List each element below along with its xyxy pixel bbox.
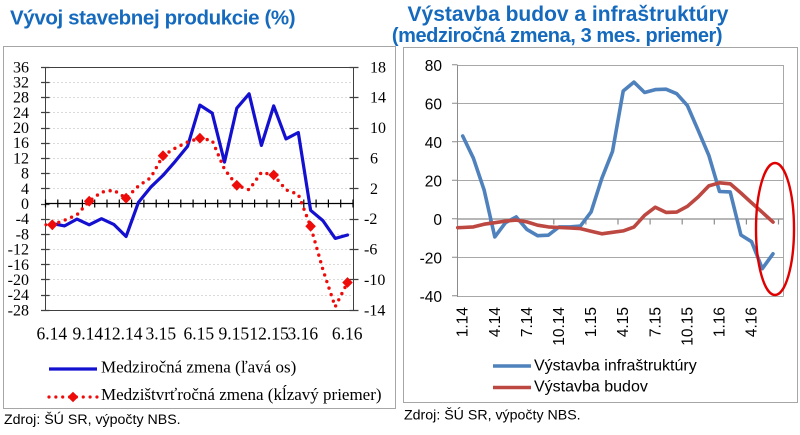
svg-text:1.15: 1.15 (583, 307, 600, 337)
svg-text:-24: -24 (8, 287, 29, 304)
svg-text:-14: -14 (364, 302, 385, 319)
svg-text:-20: -20 (420, 250, 443, 267)
svg-text:8: 8 (21, 166, 29, 183)
svg-text:-16: -16 (8, 257, 29, 274)
svg-text:1.16: 1.16 (712, 307, 729, 337)
svg-text:10.14: 10.14 (551, 307, 568, 346)
svg-text:Vývoj stavebnej produkcie (%): Vývoj stavebnej produkcie (%) (10, 6, 295, 29)
svg-text:-28: -28 (8, 302, 29, 319)
svg-text:60: 60 (425, 96, 443, 113)
svg-text:Medziročná zmena (ľavá os): Medziročná zmena (ľavá os) (101, 357, 296, 376)
svg-text:12: 12 (13, 150, 29, 167)
svg-text:16: 16 (13, 135, 29, 152)
svg-text:24: 24 (13, 105, 29, 122)
svg-text:-40: -40 (420, 289, 443, 306)
svg-text:10: 10 (370, 120, 386, 137)
svg-text:0: 0 (21, 196, 29, 213)
svg-text:-2: -2 (364, 211, 377, 228)
svg-text:14: 14 (370, 90, 386, 107)
svg-text:Zdroj: ŠÚ SR, výpočty NBS.: Zdroj: ŠÚ SR, výpočty NBS. (404, 407, 581, 424)
svg-text:-4: -4 (16, 211, 29, 228)
svg-text:80: 80 (425, 58, 443, 75)
svg-text:3.16: 3.16 (287, 324, 318, 344)
svg-text:36: 36 (13, 59, 29, 76)
svg-text:6.16: 6.16 (332, 324, 363, 344)
svg-text:-8: -8 (16, 226, 29, 243)
svg-text:Medzištvrťročná zmena (kĺzavý: Medzištvrťročná zmena (kĺzavý priemer) (101, 385, 382, 404)
svg-text:Výstavba budov a infraštruktúr: Výstavba budov a infraštruktúry (408, 3, 729, 26)
svg-text:12.15: 12.15 (249, 324, 289, 344)
svg-text:18: 18 (370, 59, 386, 76)
svg-text:-12: -12 (8, 242, 29, 259)
svg-text:1.14: 1.14 (455, 307, 472, 338)
svg-text:-20: -20 (8, 272, 29, 289)
svg-text:7.14: 7.14 (519, 307, 536, 338)
svg-text:7.15: 7.15 (647, 307, 664, 337)
svg-text:10.15: 10.15 (679, 307, 696, 346)
svg-text:32: 32 (13, 75, 29, 92)
svg-text:4.15: 4.15 (615, 307, 632, 337)
svg-text:6.14: 6.14 (36, 324, 67, 344)
svg-text:6.15: 6.15 (183, 324, 214, 344)
svg-text:-6: -6 (364, 242, 377, 259)
svg-text:20: 20 (425, 173, 443, 190)
svg-text:Zdroj: ŠÚ SR, výpočty NBS.: Zdroj: ŠÚ SR, výpočty NBS. (4, 411, 181, 428)
svg-text:12.14: 12.14 (103, 324, 143, 344)
svg-text:9.15: 9.15 (218, 324, 249, 344)
svg-text:Výstavba infraštruktúry: Výstavba infraštruktúry (534, 357, 697, 374)
svg-text:6: 6 (370, 150, 378, 167)
svg-text:4.14: 4.14 (487, 307, 504, 338)
svg-text:2: 2 (370, 181, 378, 198)
svg-text:4: 4 (21, 181, 29, 198)
svg-text:Výstavba budov: Výstavba budov (534, 378, 648, 395)
svg-text:4.16: 4.16 (744, 307, 761, 337)
svg-text:-10: -10 (364, 272, 385, 289)
svg-text:0: 0 (433, 212, 442, 229)
svg-text:40: 40 (425, 135, 443, 152)
svg-text:3.15: 3.15 (145, 324, 176, 344)
svg-text:9.14: 9.14 (72, 324, 103, 344)
svg-text:(medziročná zmena, 3 mes. prie: (medziročná zmena, 3 mes. priemer) (392, 25, 722, 47)
svg-text:28: 28 (13, 90, 29, 107)
svg-text:20: 20 (13, 120, 29, 137)
